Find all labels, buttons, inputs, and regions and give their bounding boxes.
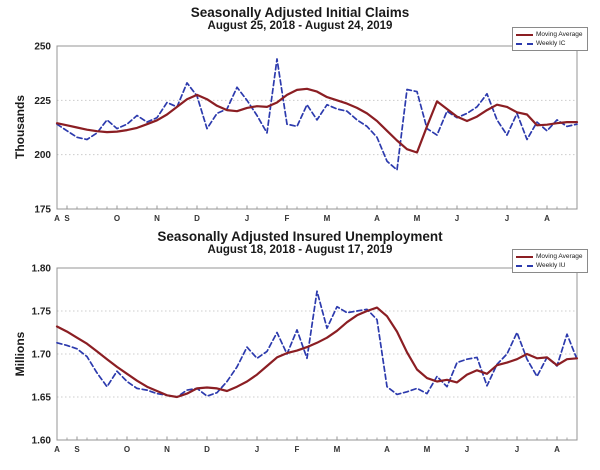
weekly-iu-line-swatch-icon bbox=[516, 264, 533, 267]
svg-text:J: J bbox=[505, 214, 509, 223]
moving-average-line-swatch-icon bbox=[516, 255, 533, 258]
svg-text:S: S bbox=[74, 445, 80, 454]
svg-text:F: F bbox=[285, 214, 290, 223]
svg-text:A: A bbox=[54, 445, 60, 454]
svg-text:1.70: 1.70 bbox=[32, 350, 52, 361]
svg-text:F: F bbox=[295, 445, 300, 454]
svg-text:A: A bbox=[544, 214, 550, 223]
legend-item-moving-average: Moving Average bbox=[516, 252, 583, 261]
legend-item-weekly-iu: Weekly IU bbox=[516, 261, 583, 270]
svg-text:N: N bbox=[154, 214, 160, 223]
svg-text:S: S bbox=[64, 214, 70, 223]
svg-text:1.60: 1.60 bbox=[32, 436, 52, 447]
svg-text:A: A bbox=[554, 445, 560, 454]
svg-text:J: J bbox=[455, 214, 459, 223]
weekly-iu-legend-label: Weekly IU bbox=[536, 262, 566, 269]
initial-claims-legend: Moving Average Weekly IC bbox=[512, 27, 588, 51]
moving-average-legend-label: Moving Average bbox=[536, 31, 583, 38]
svg-text:O: O bbox=[114, 214, 120, 223]
initial-claims-title: Seasonally Adjusted Initial Claims bbox=[190, 5, 410, 20]
legend-item-weekly-ic: Weekly IC bbox=[516, 39, 583, 48]
svg-text:D: D bbox=[204, 445, 210, 454]
weekly-ic-line-swatch-icon bbox=[516, 42, 533, 45]
svg-text:M: M bbox=[424, 445, 431, 454]
svg-text:175: 175 bbox=[34, 205, 51, 216]
svg-text:M: M bbox=[334, 445, 341, 454]
svg-text:M: M bbox=[324, 214, 331, 223]
svg-text:A: A bbox=[54, 214, 60, 223]
moving-average-legend-label: Moving Average bbox=[536, 253, 583, 260]
svg-text:J: J bbox=[465, 445, 469, 454]
svg-text:1.75: 1.75 bbox=[32, 307, 52, 318]
insured-unemployment-date-range: August 18, 2018 - August 17, 2019 bbox=[207, 244, 393, 256]
svg-text:M: M bbox=[414, 214, 421, 223]
svg-text:1.80: 1.80 bbox=[32, 264, 52, 275]
svg-text:J: J bbox=[255, 445, 259, 454]
legend-item-moving-average: Moving Average bbox=[516, 30, 583, 39]
insured-unemployment-legend: Moving Average Weekly IU bbox=[512, 249, 588, 273]
svg-text:A: A bbox=[384, 445, 390, 454]
svg-text:O: O bbox=[124, 445, 130, 454]
insured-unemployment-plot: 1.801.751.701.651.60A S O N D J F M A M J J A bbox=[32, 264, 579, 454]
initial-claims-date-range: August 25, 2018 - August 24, 2019 bbox=[207, 20, 393, 32]
weekly-ic-legend-label: Weekly IC bbox=[536, 40, 566, 47]
moving-average-line-swatch-icon bbox=[516, 33, 533, 36]
svg-text:1.65: 1.65 bbox=[32, 393, 52, 404]
insured-unemployment-title: Seasonally Adjusted Insured Unemployment bbox=[157, 229, 443, 244]
svg-text:200: 200 bbox=[34, 150, 51, 161]
svg-text:J: J bbox=[515, 445, 519, 454]
svg-text:D: D bbox=[194, 214, 200, 223]
svg-text:J: J bbox=[245, 214, 249, 223]
svg-text:N: N bbox=[164, 445, 170, 454]
svg-text:250: 250 bbox=[34, 42, 51, 53]
svg-text:A: A bbox=[374, 214, 380, 223]
svg-text:225: 225 bbox=[34, 96, 51, 107]
